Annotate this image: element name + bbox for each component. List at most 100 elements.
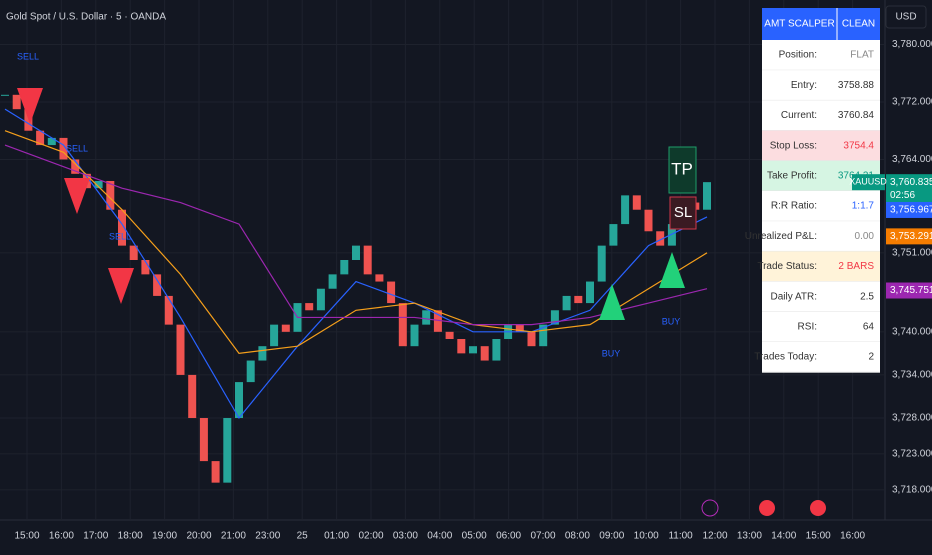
- event-icon[interactable]: [810, 500, 826, 516]
- panel-label: Stop Loss:: [770, 140, 817, 151]
- panel-row: [762, 311, 880, 342]
- y-tick-label: 3,723.000: [892, 449, 932, 460]
- candle: [118, 209, 126, 246]
- x-tick-label: 12:00: [702, 531, 727, 542]
- panel-value: 2: [868, 352, 874, 363]
- candle: [223, 418, 232, 483]
- candle: [270, 324, 279, 347]
- panel-label: Trade Status:: [757, 261, 817, 272]
- candle: [550, 310, 559, 325]
- indicator-line: [4, 130, 708, 355]
- sell-label: SELL: [109, 231, 131, 241]
- y-tick-label: 3,734.000: [892, 370, 932, 381]
- x-tick-label: 15:00: [14, 531, 39, 542]
- candle: [141, 260, 150, 275]
- panel-label: RSI:: [798, 322, 817, 333]
- candle: [71, 159, 80, 174]
- candle: [24, 109, 33, 131]
- indicator-line: [4, 108, 708, 420]
- panel-label: Entry:: [791, 80, 817, 91]
- candle: [316, 288, 325, 311]
- price-tag: [886, 174, 932, 203]
- candle: [305, 303, 314, 311]
- candle: [398, 303, 407, 347]
- candle: [410, 324, 419, 347]
- candle: [340, 260, 349, 275]
- candle: [515, 324, 524, 332]
- panel-value: 2.5: [860, 291, 874, 302]
- sell-arrow: [64, 178, 90, 214]
- x-tick-label: 16:00: [49, 531, 74, 542]
- panel-row: [762, 40, 880, 71]
- panel-label: Daily ATR:: [771, 291, 818, 302]
- panel-row: [762, 130, 880, 161]
- candle: [176, 324, 185, 375]
- panel-label: Take Profit:: [767, 171, 817, 182]
- panel-row: [762, 70, 880, 101]
- candle: [129, 245, 138, 260]
- currency[interactable]: USD: [895, 12, 916, 23]
- candle: [445, 331, 454, 340]
- panel-value: FLAT: [850, 50, 874, 61]
- panel-row: [762, 251, 880, 282]
- candle: [609, 224, 618, 246]
- x-tick-label: 02:00: [358, 531, 383, 542]
- x-tick-label: 18:00: [118, 531, 143, 542]
- candle: [211, 461, 220, 483]
- buy-arrow: [659, 252, 685, 288]
- y-tick-label: 3,740.000: [892, 326, 932, 337]
- event-icon[interactable]: [759, 500, 775, 516]
- candle: [36, 130, 45, 146]
- candle: [667, 224, 676, 246]
- price-tag: [886, 228, 932, 245]
- x-tick-label: 11:00: [668, 531, 693, 542]
- y-tick-label: 3,718.000: [892, 484, 932, 495]
- candle: [492, 339, 501, 361]
- event-icon[interactable]: [701, 499, 719, 517]
- y-tick-label: 3,772.000: [892, 97, 932, 108]
- candle: [387, 281, 396, 304]
- candle: [47, 137, 56, 146]
- candle: [246, 360, 255, 383]
- symbol-label: XAUUSD: [849, 177, 887, 187]
- sell-arrow: [108, 268, 134, 304]
- x-tick-label: 21:00: [221, 531, 246, 542]
- candle: [153, 274, 162, 296]
- x-tick-label: 14:00: [771, 531, 796, 542]
- panel-row: [762, 281, 880, 312]
- candle: [644, 209, 653, 232]
- panel-value: 3754.4: [843, 140, 874, 151]
- candle: [188, 374, 197, 419]
- sell-label: SELL: [17, 51, 39, 61]
- sl-box: [669, 196, 697, 230]
- candle: [328, 274, 337, 289]
- candle: [352, 245, 360, 260]
- panel-row: [762, 191, 880, 222]
- candle: [164, 295, 173, 325]
- price-tag-label: 3,745.751: [890, 285, 932, 296]
- currency-button[interactable]: [885, 5, 927, 29]
- tp-label: TP: [671, 159, 693, 178]
- x-tick-label: 23:00: [255, 531, 280, 542]
- y-tick-label: 3,764.000: [892, 154, 932, 165]
- candle: [235, 382, 243, 419]
- panel-title: AMT SCALPER: [764, 19, 834, 30]
- buy-arrow: [599, 284, 625, 320]
- candle: [433, 310, 442, 332]
- candle: [457, 339, 466, 354]
- x-tick-label: 03:00: [393, 531, 418, 542]
- panel-header: [762, 8, 880, 40]
- x-tick-label: 19:00: [152, 531, 177, 542]
- tp-box: [668, 146, 697, 194]
- panel-value: 64: [863, 322, 875, 333]
- panel-value: 0.00: [855, 231, 875, 242]
- candle: [106, 180, 115, 210]
- panel-mode: CLEAN: [842, 19, 875, 30]
- sell-label: SELL: [66, 143, 88, 153]
- x-tick-label: 10:00: [634, 531, 659, 542]
- candle: [59, 137, 68, 160]
- candle: [469, 346, 477, 354]
- price-tag-label: 3,760.835: [890, 177, 932, 188]
- price-tag-label: 3,756.967: [890, 205, 932, 216]
